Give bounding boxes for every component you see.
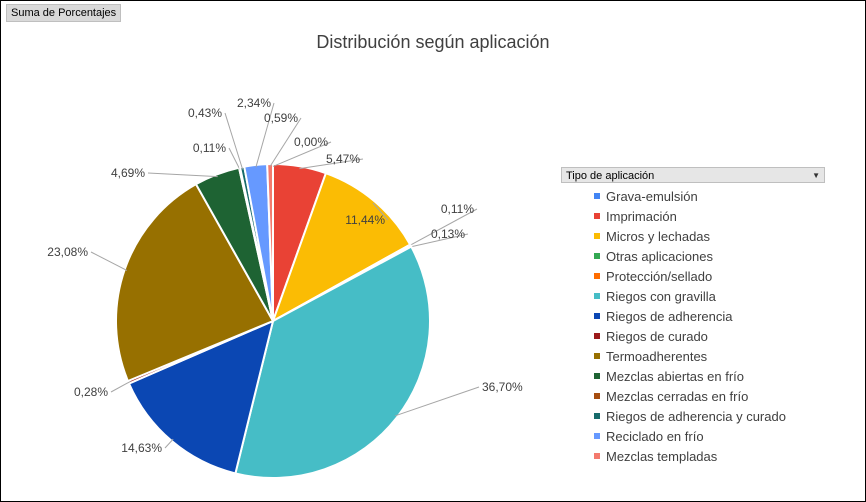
leader-line-mezclas-abiertas-en-frio — [147, 172, 218, 178]
data-label-mezclas-cerradas-en-frio: 0,11% — [193, 141, 226, 155]
leader-line-reciclado-en-frio — [255, 102, 275, 168]
legend-label: Riegos con gravilla — [606, 288, 716, 304]
leader-line-termoadherentes — [90, 251, 128, 271]
legend-swatch — [594, 373, 600, 379]
legend-header-label: Tipo de aplicación — [566, 170, 655, 182]
legend-item-imprimacion[interactable]: Imprimación — [594, 206, 786, 226]
legend-label: Protección/sellado — [606, 268, 713, 284]
data-label-riegos-con-gravilla: 36,70% — [482, 380, 523, 394]
leader-line-micros-y-lechadas — [372, 202, 389, 221]
legend-swatch — [594, 313, 600, 319]
legend-item-mezclas-templadas[interactable]: Mezclas templadas — [594, 446, 786, 466]
leader-line-proteccion-sellado — [408, 233, 469, 248]
leader-line-riegos-de-curado — [110, 380, 131, 393]
legend-label: Otras aplicaciones — [606, 248, 713, 264]
data-label-termoadherentes: 23,08% — [47, 245, 88, 259]
legend-item-riegos-de-adherencia-y-curado[interactable]: Riegos de adherencia y curado — [594, 406, 786, 426]
legend-item-mezclas-cerradas-en-frio[interactable]: Mezclas cerradas en frío — [594, 386, 786, 406]
legend-label: Mezclas cerradas en frío — [606, 388, 749, 404]
legend-label: Imprimación — [606, 208, 677, 224]
legend-swatch — [594, 253, 600, 259]
legend-item-mezclas-abiertas-en-frio[interactable]: Mezclas abiertas en frío — [594, 366, 786, 386]
leader-line-otras-aplicaciones — [408, 208, 478, 247]
legend-item-otras-aplicaciones[interactable]: Otras aplicaciones — [594, 246, 786, 266]
field-button-suma-porcentajes[interactable]: Suma de Porcentajes — [6, 4, 122, 22]
leader-line-imprimacion — [299, 158, 364, 170]
data-label-proteccion-sellado: 0,13% — [431, 227, 465, 241]
chart-title: Distribución según aplicación — [316, 32, 550, 52]
data-label-riegos-de-adherencia-y-curado: 0,43% — [188, 106, 222, 120]
legend-item-grava-emulsion[interactable]: Grava-emulsión — [594, 186, 786, 206]
legend: Grava-emulsión Imprimación Micros y lechad… — [594, 186, 786, 466]
legend-swatch — [594, 453, 600, 459]
data-label-mezclas-templadas: 0,59% — [264, 111, 298, 125]
data-label-micros-y-lechadas: 11,44% — [345, 213, 385, 227]
legend-swatch — [594, 433, 600, 439]
leader-line-mezclas-templadas — [269, 117, 302, 167]
pie-slice-micros-y-lechadas[interactable] — [271, 171, 412, 324]
legend-label: Mezclas templadas — [606, 448, 718, 464]
legend-label: Mezclas abiertas en frío — [606, 368, 745, 384]
pie-slice-riegos-con-gravilla[interactable] — [234, 245, 431, 479]
legend-swatch — [594, 293, 600, 299]
legend-item-riegos-con-gravilla[interactable]: Riegos con gravilla — [594, 286, 786, 306]
legend-filter-dropdown[interactable]: Tipo de aplicación ▼ — [561, 167, 825, 183]
legend-item-proteccion-sellado[interactable]: Protección/sellado — [594, 266, 786, 286]
legend-label: Micros y lechadas — [606, 228, 711, 244]
legend-label: Riegos de curado — [606, 328, 708, 344]
leader-line-mezclas-cerradas-en-frio — [228, 147, 241, 171]
dropdown-arrow-icon[interactable]: ▼ — [812, 171, 820, 180]
legend-label: Riegos de adherencia y curado — [606, 408, 786, 424]
legend-swatch — [594, 273, 600, 279]
data-label-riegos-de-curado: 0,28% — [74, 385, 108, 399]
legend-swatch — [594, 233, 600, 239]
data-label-reciclado-en-frio: 2,34% — [237, 96, 271, 110]
data-label-grava-emulsion: 0,00% — [294, 135, 328, 149]
legend-label: Reciclado en frío — [606, 428, 704, 444]
legend-item-riegos-de-curado[interactable]: Riegos de curado — [594, 326, 786, 346]
legend-label: Riegos de adherencia — [606, 308, 733, 324]
legend-swatch — [594, 213, 600, 219]
legend-item-micros-y-lechadas[interactable]: Micros y lechadas — [594, 226, 786, 246]
data-label-imprimacion: 5,47% — [326, 152, 360, 166]
data-label-riegos-de-adherencia: 14,63% — [121, 441, 162, 455]
leader-line-riegos-de-adherencia-y-curado — [224, 112, 244, 170]
data-label-otras-aplicaciones: 0,11% — [441, 202, 474, 216]
legend-label: Grava-emulsión — [606, 188, 698, 204]
leader-line-riegos-con-gravilla — [395, 386, 480, 417]
legend-swatch — [594, 413, 600, 419]
pie-slice-mezclas-templadas[interactable] — [266, 162, 274, 322]
leader-line-grava-emulsion — [272, 141, 332, 167]
legend-swatch — [594, 333, 600, 339]
legend-swatch — [594, 393, 600, 399]
data-label-mezclas-abiertas-en-frio: 4,69% — [111, 166, 145, 180]
legend-item-reciclado-en-frio[interactable]: Reciclado en frío — [594, 426, 786, 446]
legend-label: Termoadherentes — [606, 348, 708, 364]
legend-swatch — [594, 353, 600, 359]
legend-item-termoadherentes[interactable]: Termoadherentes — [594, 346, 786, 366]
legend-swatch — [594, 193, 600, 199]
leader-line-riegos-de-adherencia — [164, 438, 174, 449]
legend-item-riegos-de-adherencia[interactable]: Riegos de adherencia — [594, 306, 786, 326]
